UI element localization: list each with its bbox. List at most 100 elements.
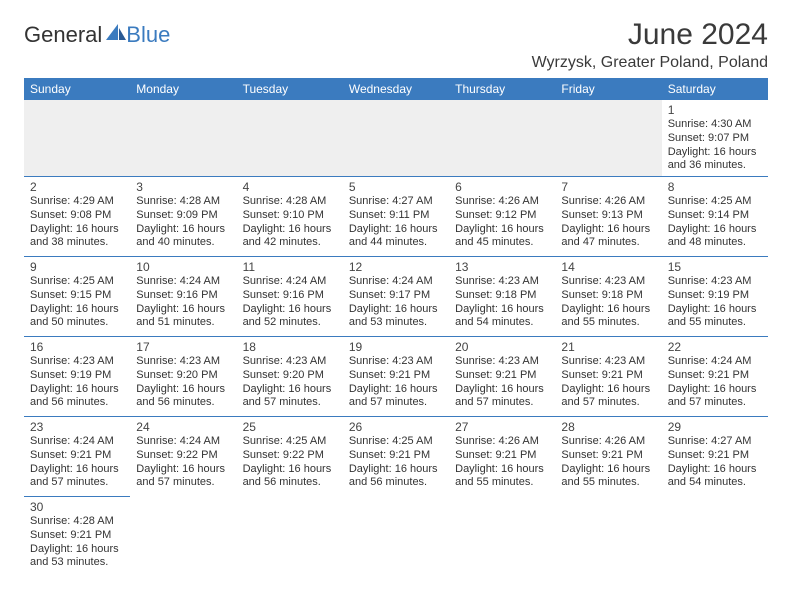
calendar-cell: 26Sunrise: 4:25 AMSunset: 9:21 PMDayligh… <box>343 417 449 497</box>
cell-text: Sunrise: 4:24 AM <box>30 435 124 449</box>
day-number: 21 <box>561 340 655 354</box>
calendar-cell: 17Sunrise: 4:23 AMSunset: 9:20 PMDayligh… <box>130 337 236 417</box>
cell-text: Sunrise: 4:25 AM <box>668 195 762 209</box>
weekday-header: Monday <box>130 78 236 100</box>
cell-text: and 53 minutes. <box>30 556 124 570</box>
title-block: June 2024 Wyrzysk, Greater Poland, Polan… <box>532 18 768 72</box>
calendar-cell <box>555 100 661 177</box>
cell-text: Daylight: 16 hours <box>561 303 655 317</box>
cell-text: Daylight: 16 hours <box>668 223 762 237</box>
cell-text: Sunrise: 4:26 AM <box>561 435 655 449</box>
cell-text: Sunrise: 4:26 AM <box>455 435 549 449</box>
cell-text: and 57 minutes. <box>30 476 124 490</box>
cell-text: Sunrise: 4:23 AM <box>455 355 549 369</box>
calendar-cell: 15Sunrise: 4:23 AMSunset: 9:19 PMDayligh… <box>662 257 768 337</box>
cell-text: and 51 minutes. <box>136 316 230 330</box>
cell-text: Sunrise: 4:28 AM <box>136 195 230 209</box>
calendar-cell: 3Sunrise: 4:28 AMSunset: 9:09 PMDaylight… <box>130 177 236 257</box>
calendar-row: 2Sunrise: 4:29 AMSunset: 9:08 PMDaylight… <box>24 177 768 257</box>
cell-text: Sunrise: 4:24 AM <box>349 275 443 289</box>
weekday-header: Thursday <box>449 78 555 100</box>
day-number: 28 <box>561 420 655 434</box>
cell-text: Sunrise: 4:25 AM <box>30 275 124 289</box>
calendar-table: SundayMondayTuesdayWednesdayThursdayFrid… <box>24 78 768 576</box>
cell-text: Sunset: 9:20 PM <box>136 369 230 383</box>
cell-text: Daylight: 16 hours <box>30 463 124 477</box>
calendar-cell: 20Sunrise: 4:23 AMSunset: 9:21 PMDayligh… <box>449 337 555 417</box>
cell-text: Sunrise: 4:23 AM <box>455 275 549 289</box>
calendar-cell: 14Sunrise: 4:23 AMSunset: 9:18 PMDayligh… <box>555 257 661 337</box>
cell-text: and 42 minutes. <box>243 236 337 250</box>
calendar-cell: 23Sunrise: 4:24 AMSunset: 9:21 PMDayligh… <box>24 417 130 497</box>
day-number: 2 <box>30 180 124 194</box>
cell-text: Sunset: 9:21 PM <box>561 369 655 383</box>
weekday-header: Wednesday <box>343 78 449 100</box>
calendar-cell: 1Sunrise: 4:30 AMSunset: 9:07 PMDaylight… <box>662 100 768 177</box>
cell-text: and 50 minutes. <box>30 316 124 330</box>
cell-text: Sunrise: 4:23 AM <box>243 355 337 369</box>
day-number: 10 <box>136 260 230 274</box>
cell-text: Daylight: 16 hours <box>455 463 549 477</box>
cell-text: Sunset: 9:14 PM <box>668 209 762 223</box>
weekday-header: Sunday <box>24 78 130 100</box>
calendar-cell <box>555 497 661 577</box>
calendar-row: 30Sunrise: 4:28 AMSunset: 9:21 PMDayligh… <box>24 497 768 577</box>
weekday-header: Saturday <box>662 78 768 100</box>
cell-text: Sunrise: 4:23 AM <box>668 275 762 289</box>
cell-text: Sunrise: 4:23 AM <box>136 355 230 369</box>
cell-text: Sunset: 9:16 PM <box>243 289 337 303</box>
month-title: June 2024 <box>532 18 768 52</box>
cell-text: Sunset: 9:18 PM <box>455 289 549 303</box>
cell-text: and 55 minutes. <box>561 476 655 490</box>
day-number: 26 <box>349 420 443 434</box>
cell-text: Daylight: 16 hours <box>455 223 549 237</box>
cell-text: Daylight: 16 hours <box>136 383 230 397</box>
day-number: 30 <box>30 500 124 514</box>
cell-text: Daylight: 16 hours <box>455 303 549 317</box>
calendar-cell: 22Sunrise: 4:24 AMSunset: 9:21 PMDayligh… <box>662 337 768 417</box>
cell-text: and 57 minutes. <box>668 396 762 410</box>
cell-text: and 57 minutes. <box>243 396 337 410</box>
calendar-cell <box>343 497 449 577</box>
cell-text: and 56 minutes. <box>349 476 443 490</box>
weekday-header: Tuesday <box>237 78 343 100</box>
calendar-cell: 8Sunrise: 4:25 AMSunset: 9:14 PMDaylight… <box>662 177 768 257</box>
calendar-cell: 9Sunrise: 4:25 AMSunset: 9:15 PMDaylight… <box>24 257 130 337</box>
day-number: 24 <box>136 420 230 434</box>
day-number: 17 <box>136 340 230 354</box>
cell-text: and 55 minutes. <box>455 476 549 490</box>
cell-text: Sunset: 9:22 PM <box>243 449 337 463</box>
cell-text: Sunrise: 4:27 AM <box>668 435 762 449</box>
day-number: 3 <box>136 180 230 194</box>
day-number: 25 <box>243 420 337 434</box>
cell-text: Sunset: 9:18 PM <box>561 289 655 303</box>
cell-text: and 40 minutes. <box>136 236 230 250</box>
calendar-cell <box>24 100 130 177</box>
cell-text: Sunset: 9:21 PM <box>668 449 762 463</box>
cell-text: Daylight: 16 hours <box>561 383 655 397</box>
cell-text: Sunset: 9:13 PM <box>561 209 655 223</box>
calendar-cell: 11Sunrise: 4:24 AMSunset: 9:16 PMDayligh… <box>237 257 343 337</box>
cell-text: Sunset: 9:20 PM <box>243 369 337 383</box>
calendar-cell: 2Sunrise: 4:29 AMSunset: 9:08 PMDaylight… <box>24 177 130 257</box>
calendar-cell: 29Sunrise: 4:27 AMSunset: 9:21 PMDayligh… <box>662 417 768 497</box>
cell-text: Sunset: 9:07 PM <box>668 132 762 146</box>
cell-text: and 57 minutes. <box>455 396 549 410</box>
cell-text: Sunset: 9:21 PM <box>455 449 549 463</box>
cell-text: Sunrise: 4:26 AM <box>455 195 549 209</box>
calendar-cell: 21Sunrise: 4:23 AMSunset: 9:21 PMDayligh… <box>555 337 661 417</box>
day-number: 18 <box>243 340 337 354</box>
cell-text: and 52 minutes. <box>243 316 337 330</box>
day-number: 9 <box>30 260 124 274</box>
cell-text: Sunrise: 4:24 AM <box>243 275 337 289</box>
weekday-header: Friday <box>555 78 661 100</box>
cell-text: and 57 minutes. <box>561 396 655 410</box>
calendar-row: 16Sunrise: 4:23 AMSunset: 9:19 PMDayligh… <box>24 337 768 417</box>
cell-text: and 56 minutes. <box>243 476 337 490</box>
cell-text: Daylight: 16 hours <box>668 383 762 397</box>
cell-text: Sunset: 9:08 PM <box>30 209 124 223</box>
cell-text: Sunrise: 4:23 AM <box>561 355 655 369</box>
cell-text: and 56 minutes. <box>30 396 124 410</box>
cell-text: Daylight: 16 hours <box>349 383 443 397</box>
cell-text: Daylight: 16 hours <box>30 223 124 237</box>
